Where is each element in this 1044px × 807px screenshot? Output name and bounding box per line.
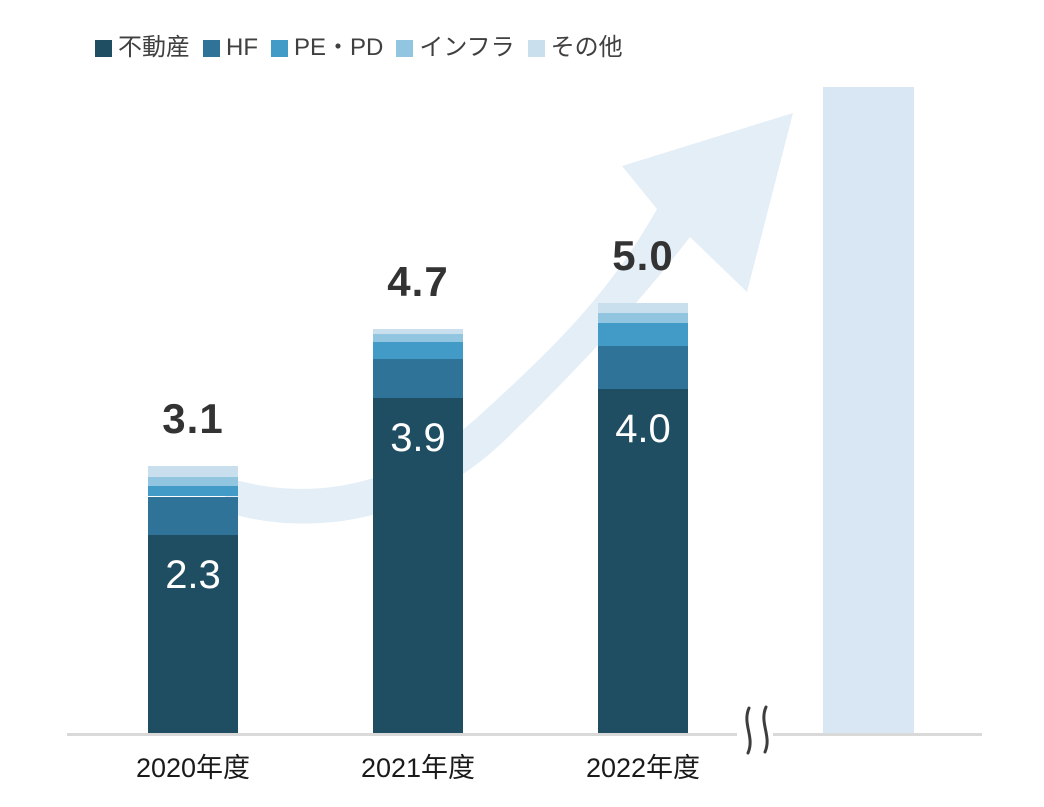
legend-swatch-infra [396,39,414,57]
bar-segment-infra [598,313,688,323]
projection-bar [823,87,914,733]
legend-label: PE・PD [294,34,384,61]
bar-segment-hf [148,496,238,536]
legend-item-other: その他 [527,34,623,61]
bar-segment-other [598,303,688,314]
legend-swatch-pe-pd [271,39,288,57]
bar-segment-pe-pd [373,341,463,359]
bar-segment-other [373,328,463,334]
bar-total-label: 3.1 [162,395,224,443]
bar-value-label: 3.9 [390,415,446,460]
bar-value-label: 2.3 [165,553,221,598]
axis-break-stroke-1 [745,706,752,755]
bar-segment-pe-pd [598,322,688,346]
legend-swatch-hf [203,39,220,57]
legend-label: 不動産 [118,34,190,61]
legend: 不動産 HF PE・PD インフラ その他 [95,36,623,60]
bar-segment-real-estate [598,389,688,733]
bar-total-label: 5.0 [612,232,674,279]
bar-segment-pe-pd [148,486,238,497]
legend-label: その他 [550,34,623,61]
bar-segment-real-estate [148,535,238,733]
bar-segment-other [148,466,238,477]
bar-segment-real-estate [373,397,463,733]
bar-segment-infra [373,333,463,342]
x-axis-line-right [773,733,982,736]
legend-item-hf: HF [203,36,258,60]
legend-swatch-real-estate [95,39,112,57]
legend-label: インフラ [419,34,515,61]
legend-swatch-other [527,39,545,57]
x-axis-label: 2020年度 [135,753,251,783]
bar-total-label: 4.7 [387,257,449,305]
bar-segment-infra [148,476,238,487]
legend-label: HF [226,34,258,61]
growth-arrow-shape [225,113,793,524]
bar-value-label: 4.0 [615,407,671,451]
bar-segment-hf [373,358,463,398]
legend-item-pe-pd: PE・PD [271,36,383,60]
x-axis-label: 2021年度 [360,753,476,783]
x-axis-line-left [67,733,737,736]
legend-item-infra: インフラ [396,34,515,61]
x-axis-label: 2022年度 [585,753,701,783]
axis-break-stroke-2 [762,705,769,754]
legend-item-real-estate: 不動産 [95,36,190,60]
bar-segment-hf [598,346,688,389]
